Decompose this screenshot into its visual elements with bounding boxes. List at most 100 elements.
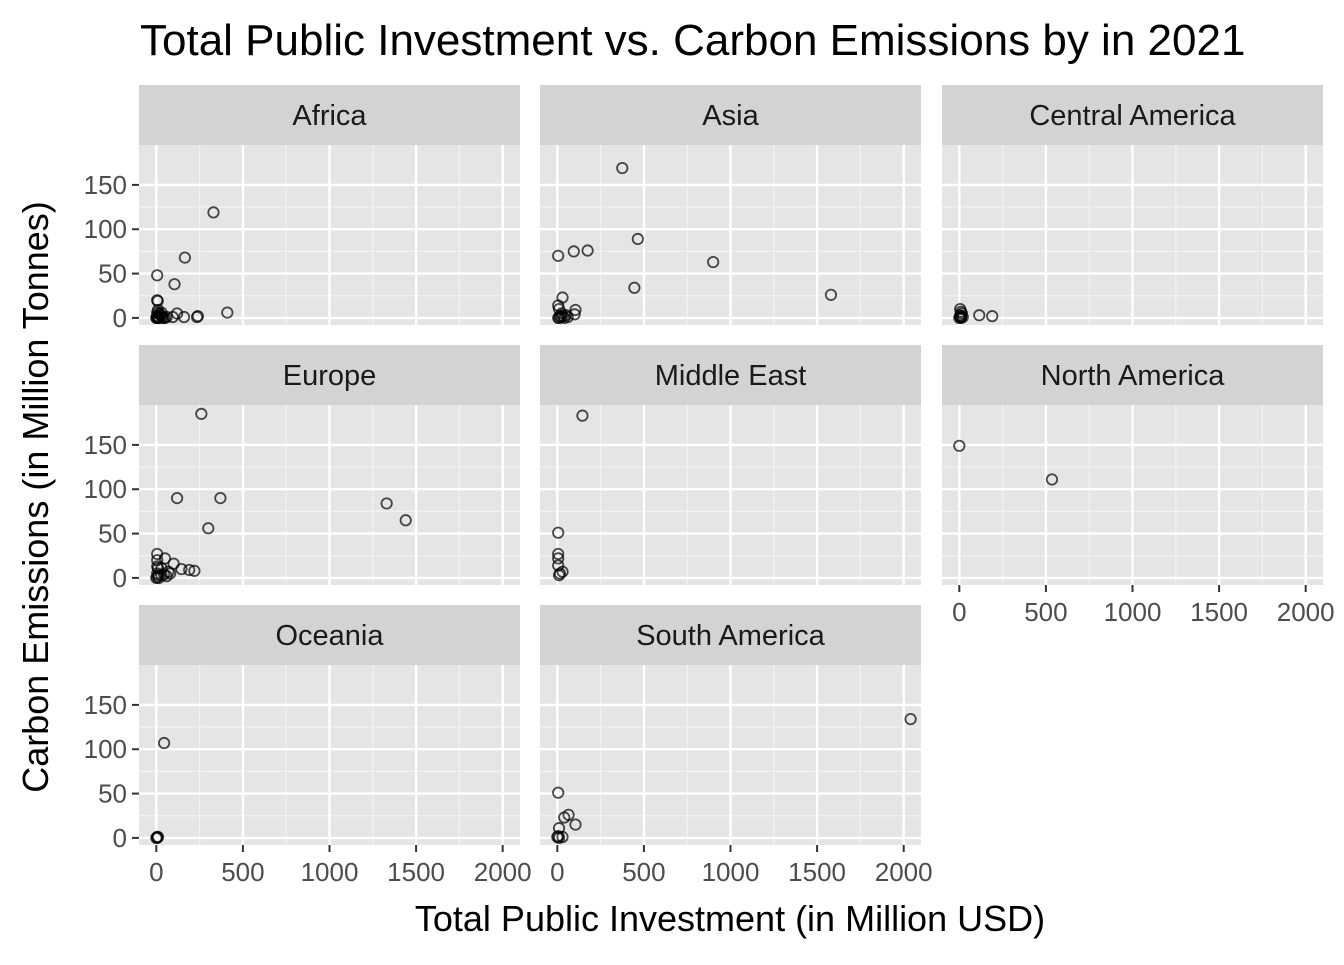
data-point	[155, 306, 168, 319]
data-point	[552, 831, 566, 845]
x-tick-label: 2000	[474, 857, 532, 887]
data-point	[555, 307, 568, 320]
data-point	[568, 308, 581, 321]
y-tick-label: 100	[84, 734, 127, 764]
data-point	[380, 497, 393, 510]
data-point	[168, 278, 181, 291]
facet-north-america: North America 0 500 1000 1500 2000	[942, 345, 1335, 627]
data-point	[707, 255, 720, 269]
data-point	[569, 818, 582, 831]
strip-south-america	[540, 605, 921, 665]
strip-europe	[139, 345, 520, 405]
strip-asia	[540, 85, 921, 145]
strip-africa	[139, 85, 520, 145]
data-point	[221, 306, 234, 319]
strip-middle-east	[540, 345, 921, 405]
data-point	[1045, 473, 1059, 486]
data-point	[561, 310, 574, 324]
strip-label-south-america: South America	[636, 620, 825, 652]
x-tick-label: 1000	[301, 857, 359, 887]
data-point	[824, 288, 838, 301]
strip-label-africa: Africa	[292, 100, 367, 132]
data-point	[151, 830, 165, 844]
strip-central-america	[942, 85, 1323, 145]
data-point	[164, 567, 177, 580]
data-point	[171, 492, 184, 505]
strip-north-america	[942, 345, 1323, 405]
x-tick-label: 500	[622, 857, 665, 887]
data-point	[188, 564, 201, 577]
x-tick-label: 1500	[788, 857, 846, 887]
y-tick-label: 50	[98, 519, 127, 549]
x-tick-label: 1500	[387, 857, 445, 887]
y-tick-label: 150	[84, 690, 127, 720]
x-tick-label: 500	[1024, 597, 1067, 627]
y-tick-label: 150	[84, 170, 127, 200]
data-point	[556, 565, 569, 578]
y-tick-label: 50	[98, 779, 127, 809]
data-point	[175, 562, 188, 576]
facet-panels: Africa 0 50 100 150 Asia Central America Europe…	[84, 85, 1335, 887]
data-point	[986, 310, 999, 323]
data-point	[158, 736, 171, 750]
strip-label-oceania: Oceania	[275, 620, 384, 652]
data-point	[616, 161, 629, 175]
data-point	[399, 514, 412, 527]
y-tick-label: 0	[113, 563, 127, 593]
data-point	[576, 409, 589, 422]
facet-europe: Europe 0 50 100 150	[84, 345, 520, 593]
y-tick-label: 150	[84, 430, 127, 460]
data-point	[628, 281, 641, 294]
facet-south-america: South America 0 500 1000 1500 2000	[540, 605, 933, 887]
data-point	[552, 526, 565, 539]
data-point	[158, 568, 171, 581]
strip-label-north-america: North America	[1041, 360, 1226, 392]
x-tick-label: 2000	[1277, 597, 1335, 627]
data-point	[973, 309, 986, 322]
data-point	[581, 244, 594, 257]
data-point	[151, 269, 164, 282]
y-tick-label: 0	[113, 823, 127, 853]
x-tick-label: 2000	[875, 857, 933, 887]
x-tick-label: 1000	[1104, 597, 1162, 627]
facet-middle-east: Middle East	[540, 345, 921, 585]
data-point	[552, 569, 566, 582]
y-tick-label: 50	[98, 259, 127, 289]
data-point	[904, 712, 917, 726]
data-point	[178, 251, 191, 264]
data-point	[202, 522, 215, 535]
data-point	[552, 249, 565, 262]
data-point	[214, 492, 227, 505]
data-point	[183, 563, 196, 577]
x-axis-title: Total Public Investment (in Million USD)	[415, 898, 1045, 939]
strip-label-middle-east: Middle East	[655, 360, 807, 392]
data-point	[195, 407, 208, 420]
x-tick-label: 1000	[702, 857, 760, 887]
y-axis-title: Carbon Emissions (in Million Tonnes)	[15, 201, 56, 793]
facet-africa: Africa 0 50 100 150	[84, 85, 520, 333]
data-point	[552, 547, 565, 561]
x-tick-label: 1500	[1190, 597, 1248, 627]
facet-asia: Asia	[540, 85, 921, 325]
data-point	[569, 303, 582, 317]
facet-central-america: Central America	[942, 85, 1323, 325]
data-point	[153, 311, 166, 325]
strip-label-asia: Asia	[702, 100, 759, 132]
strip-label-central-america: Central America	[1029, 100, 1236, 132]
data-point	[631, 232, 644, 246]
data-point	[207, 206, 220, 219]
y-tick-label: 100	[84, 214, 127, 244]
x-tick-label: 500	[221, 857, 264, 887]
data-point	[953, 439, 966, 452]
y-tick-label: 0	[113, 303, 127, 333]
data-point	[552, 786, 565, 799]
y-tick-label: 100	[84, 474, 127, 504]
data-point	[151, 294, 164, 308]
strip-oceania	[139, 605, 520, 665]
chart-title: Total Public Investment vs. Carbon Emiss…	[140, 16, 1245, 65]
x-tick-label: 0	[149, 857, 163, 887]
strip-label-europe: Europe	[283, 360, 377, 392]
